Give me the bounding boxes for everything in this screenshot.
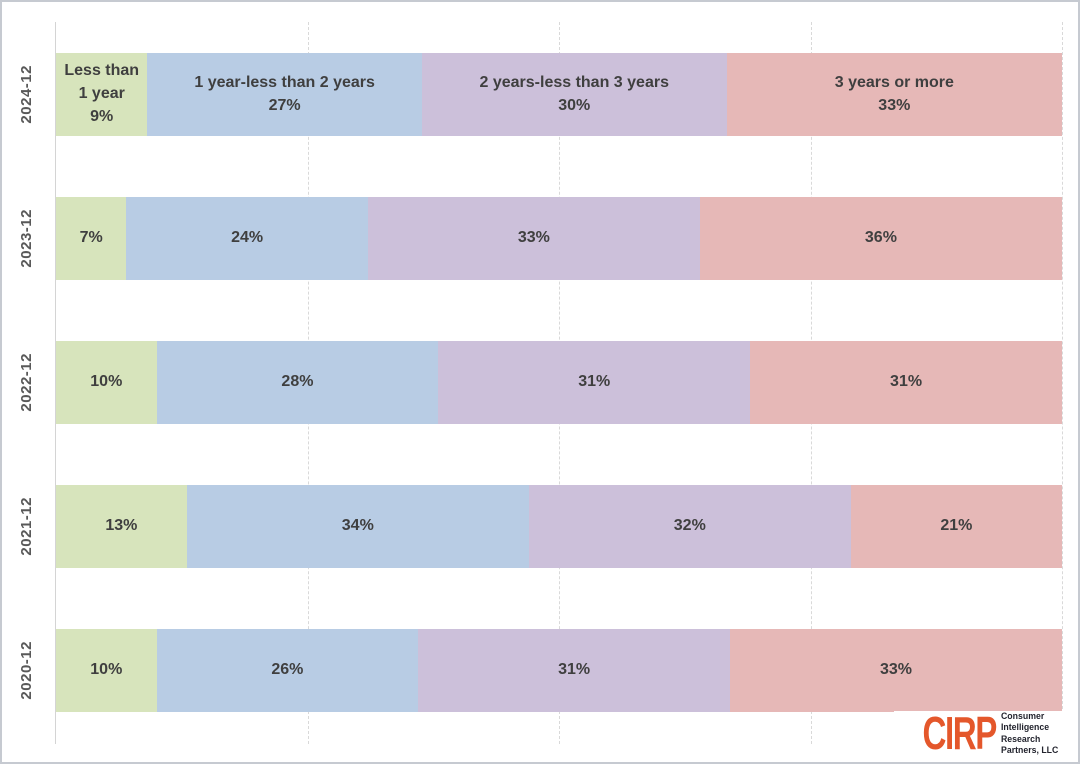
bar-segment-label-line: 36% bbox=[864, 229, 897, 247]
bar-segment-label-line: 34% bbox=[341, 517, 374, 535]
bar-segment-label: 31% bbox=[890, 371, 922, 394]
bar-segment-label-line: 7% bbox=[79, 229, 103, 247]
bar-segment-label: 33% bbox=[880, 659, 912, 682]
bar-segment-label: 10% bbox=[90, 371, 122, 394]
bar-segment-label: 33% bbox=[518, 227, 550, 250]
bar-segment-label: 7% bbox=[80, 227, 103, 250]
bar-segment: 24% bbox=[126, 197, 368, 280]
bar-segment: 2 years-less than 3 years 30% bbox=[421, 53, 727, 136]
logo-text-line: Research bbox=[1000, 733, 1041, 745]
bar-segment-label-line: 21% bbox=[940, 517, 973, 535]
bar-segment-label-line: 3 years or more bbox=[834, 73, 954, 91]
bar-segment-label: 31% bbox=[558, 659, 590, 682]
bar-segment-label: Less than 1 year 9% bbox=[64, 60, 139, 128]
bar-segment: 31% bbox=[750, 341, 1062, 424]
bar-segment: 33% bbox=[730, 629, 1062, 712]
plot-area: Less than 1 year 9% 1 year-less than 2 year… bbox=[55, 22, 1063, 744]
bar-segment: 31% bbox=[438, 341, 751, 424]
bar-row-2022-12: 10% 28% 31% 31% bbox=[56, 341, 1062, 424]
bar-row-2020-12: 10% 26% 31% 33% bbox=[56, 629, 1062, 712]
bar-segment-label: 34% bbox=[342, 515, 374, 538]
bar-segment-label: 32% bbox=[674, 515, 706, 538]
cirp-logo-mark: CIRP bbox=[922, 706, 997, 759]
logo-text-line: Consumer bbox=[1000, 711, 1044, 723]
bar-segment: 1 year-less than 2 years 27% bbox=[147, 53, 422, 136]
bar-row-2024-12: Less than 1 year 9% 1 year-less than 2 year… bbox=[56, 53, 1062, 136]
bar-segment: 10% bbox=[56, 341, 157, 424]
bar-segment-label: 36% bbox=[865, 227, 897, 250]
bar-segment: 10% bbox=[56, 629, 157, 712]
bar-segment-label-line: Less than bbox=[64, 62, 140, 80]
bar-segment-label: 28% bbox=[281, 371, 313, 394]
y-axis-label-text: 2021-12 bbox=[17, 497, 35, 556]
bar-segment: 21% bbox=[850, 485, 1063, 568]
logo-text-line: Partners, LLC bbox=[1000, 744, 1059, 756]
bar-segment-label-line: 1 year bbox=[78, 85, 125, 103]
logo-text-line: Intelligence bbox=[1000, 722, 1049, 734]
bar-segment: 31% bbox=[418, 629, 731, 712]
y-axis-label-text: 2020-12 bbox=[17, 641, 35, 700]
bar-segment-label-line: 30% bbox=[558, 96, 591, 114]
bar-segment-label-line: 26% bbox=[271, 661, 304, 679]
bar-segment: Less than 1 year 9% bbox=[56, 53, 148, 136]
bar-segment-label-line: 33% bbox=[517, 229, 550, 247]
bar-segment: 3 years or more 33% bbox=[726, 53, 1062, 136]
bar-segment: 32% bbox=[528, 485, 851, 568]
cirp-logo: CIRP Consumer Intelligence Research Part… bbox=[893, 706, 1063, 759]
y-axis-label-2024-12: 2024-12 bbox=[8, 53, 44, 136]
bar-segment-label: 21% bbox=[940, 515, 972, 538]
y-axis-label-2021-12: 2021-12 bbox=[8, 485, 44, 568]
bar-segment-label: 24% bbox=[231, 227, 263, 250]
y-axis-label-2023-12: 2023-12 bbox=[8, 197, 44, 280]
cirp-logo-text: Consumer Intelligence Research Partners,… bbox=[1001, 711, 1063, 756]
bar-segment: 26% bbox=[156, 629, 419, 712]
bar-segment-label-line: 33% bbox=[879, 661, 913, 679]
bar-segment-label: 26% bbox=[271, 659, 303, 682]
bar-segment-label-line: 13% bbox=[105, 517, 138, 535]
bar-segment-label-line: 9% bbox=[90, 107, 114, 125]
bar-segment-label: 2 years-less than 3 years 30% bbox=[480, 72, 669, 117]
bar-segment-label-line: 10% bbox=[90, 373, 123, 391]
y-axis-label-text: 2023-12 bbox=[17, 209, 35, 268]
bar-segment-label-line: 27% bbox=[268, 96, 301, 114]
bar-segment-label-line: 1 year-less than 2 years bbox=[194, 73, 375, 91]
bar-segment-label: 31% bbox=[578, 371, 610, 394]
bar-segment-label-line: 24% bbox=[231, 229, 264, 247]
bar-segment-label: 1 year-less than 2 years 27% bbox=[194, 72, 375, 117]
bar-row-2021-12: 13% 34% 32% 21% bbox=[56, 485, 1063, 568]
bar-row-2023-12: 7% 24% 33% 36% bbox=[56, 197, 1062, 280]
y-axis-label-2022-12: 2022-12 bbox=[8, 341, 44, 424]
gridline-100pct bbox=[1062, 22, 1063, 744]
bar-segment: 33% bbox=[367, 197, 700, 280]
bar-segment-label-line: 10% bbox=[90, 661, 123, 679]
bar-segment-label-line: 32% bbox=[673, 517, 706, 535]
bar-segment: 28% bbox=[156, 341, 439, 424]
bar-segment: 34% bbox=[186, 485, 529, 568]
bar-segment: 36% bbox=[699, 197, 1062, 280]
y-axis-label-text: 2022-12 bbox=[17, 353, 35, 412]
bar-segment-label: 10% bbox=[90, 659, 122, 682]
bar-segment-label-line: 31% bbox=[578, 373, 611, 391]
bar-segment-label-line: 33% bbox=[878, 96, 911, 114]
y-axis-label-2020-12: 2020-12 bbox=[8, 629, 44, 712]
bar-segment: 13% bbox=[56, 485, 187, 568]
bar-segment-label-line: 28% bbox=[281, 373, 314, 391]
bar-segment-label: 13% bbox=[105, 515, 137, 538]
y-axis-label-text: 2024-12 bbox=[17, 65, 35, 124]
bar-segment: 7% bbox=[56, 197, 127, 280]
bar-segment-label-line: 31% bbox=[890, 373, 923, 391]
bar-segment-label-line: 2 years-less than 3 years bbox=[479, 73, 669, 91]
bar-segment-label: 3 years or more 33% bbox=[835, 72, 954, 117]
bar-segment-label-line: 31% bbox=[558, 661, 591, 679]
